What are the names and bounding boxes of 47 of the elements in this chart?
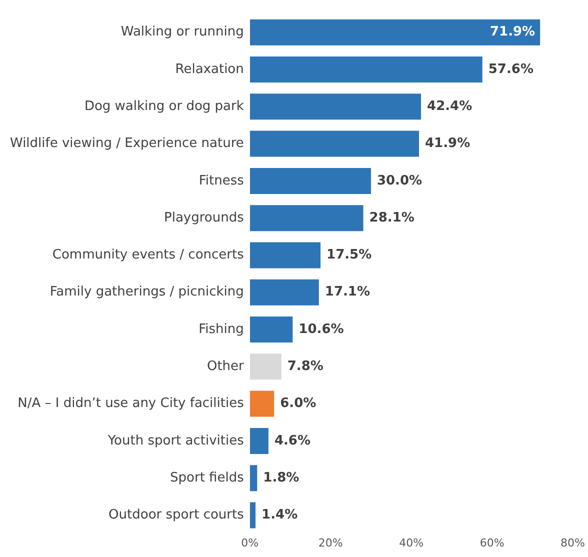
data-label: 10.6%	[298, 322, 344, 337]
bar	[250, 316, 293, 343]
data-label: 7.8%	[287, 359, 324, 374]
bar	[250, 130, 419, 157]
bar	[250, 428, 268, 454]
y-tick-label: Fishing	[198, 322, 244, 337]
data-label: 4.6%	[274, 433, 311, 448]
bar	[250, 502, 256, 528]
data-label: 28.1%	[369, 210, 414, 226]
data-label: 71.9%	[490, 24, 536, 40]
x-tick-label: 0%	[241, 536, 259, 550]
x-tick-label: 80%	[560, 536, 585, 550]
y-tick-label: Playgrounds	[164, 210, 244, 226]
bar	[250, 19, 540, 46]
x-tick-label: 60%	[480, 536, 504, 550]
bar	[250, 205, 364, 232]
x-tick-label: 20%	[318, 536, 343, 550]
data-label: 1.4%	[262, 508, 298, 523]
bar	[250, 390, 274, 417]
bar	[250, 242, 321, 268]
y-tick-label: Sport fields	[170, 470, 244, 486]
data-label: 42.4%	[427, 99, 472, 114]
bar	[250, 354, 282, 380]
y-tick-label: Outdoor sport courts	[108, 508, 244, 523]
data-label: 41.9%	[425, 136, 470, 152]
bar	[250, 56, 482, 83]
data-label: 17.1%	[324, 284, 370, 300]
y-tick-label: Dog walking or dog park	[84, 99, 244, 114]
data-label: 57.6%	[488, 62, 534, 77]
bar	[250, 168, 371, 194]
y-tick-label: Wildlife viewing / Experience nature	[10, 136, 244, 152]
data-label: 1.8%	[263, 470, 300, 486]
bar	[250, 94, 422, 120]
y-tick-label: Fitness	[198, 173, 244, 188]
y-tick-label: Relaxation	[175, 62, 244, 77]
y-tick-label: Youth sport activities	[106, 433, 244, 448]
y-tick-label: Family gatherings / picnicking	[50, 284, 244, 300]
bar	[250, 465, 258, 492]
y-tick-label: N/A – I didn’t use any City facilities	[18, 396, 244, 412]
y-tick-label: Other	[206, 359, 245, 374]
data-label: 30.0%	[376, 173, 422, 188]
bar	[250, 279, 319, 306]
y-tick-label: Community events / concerts	[52, 248, 244, 263]
y-tick-label: Walking or running	[120, 24, 244, 40]
data-label: 6.0%	[280, 396, 316, 412]
x-tick-label: 40%	[399, 536, 424, 550]
data-label: 17.5%	[326, 248, 372, 263]
